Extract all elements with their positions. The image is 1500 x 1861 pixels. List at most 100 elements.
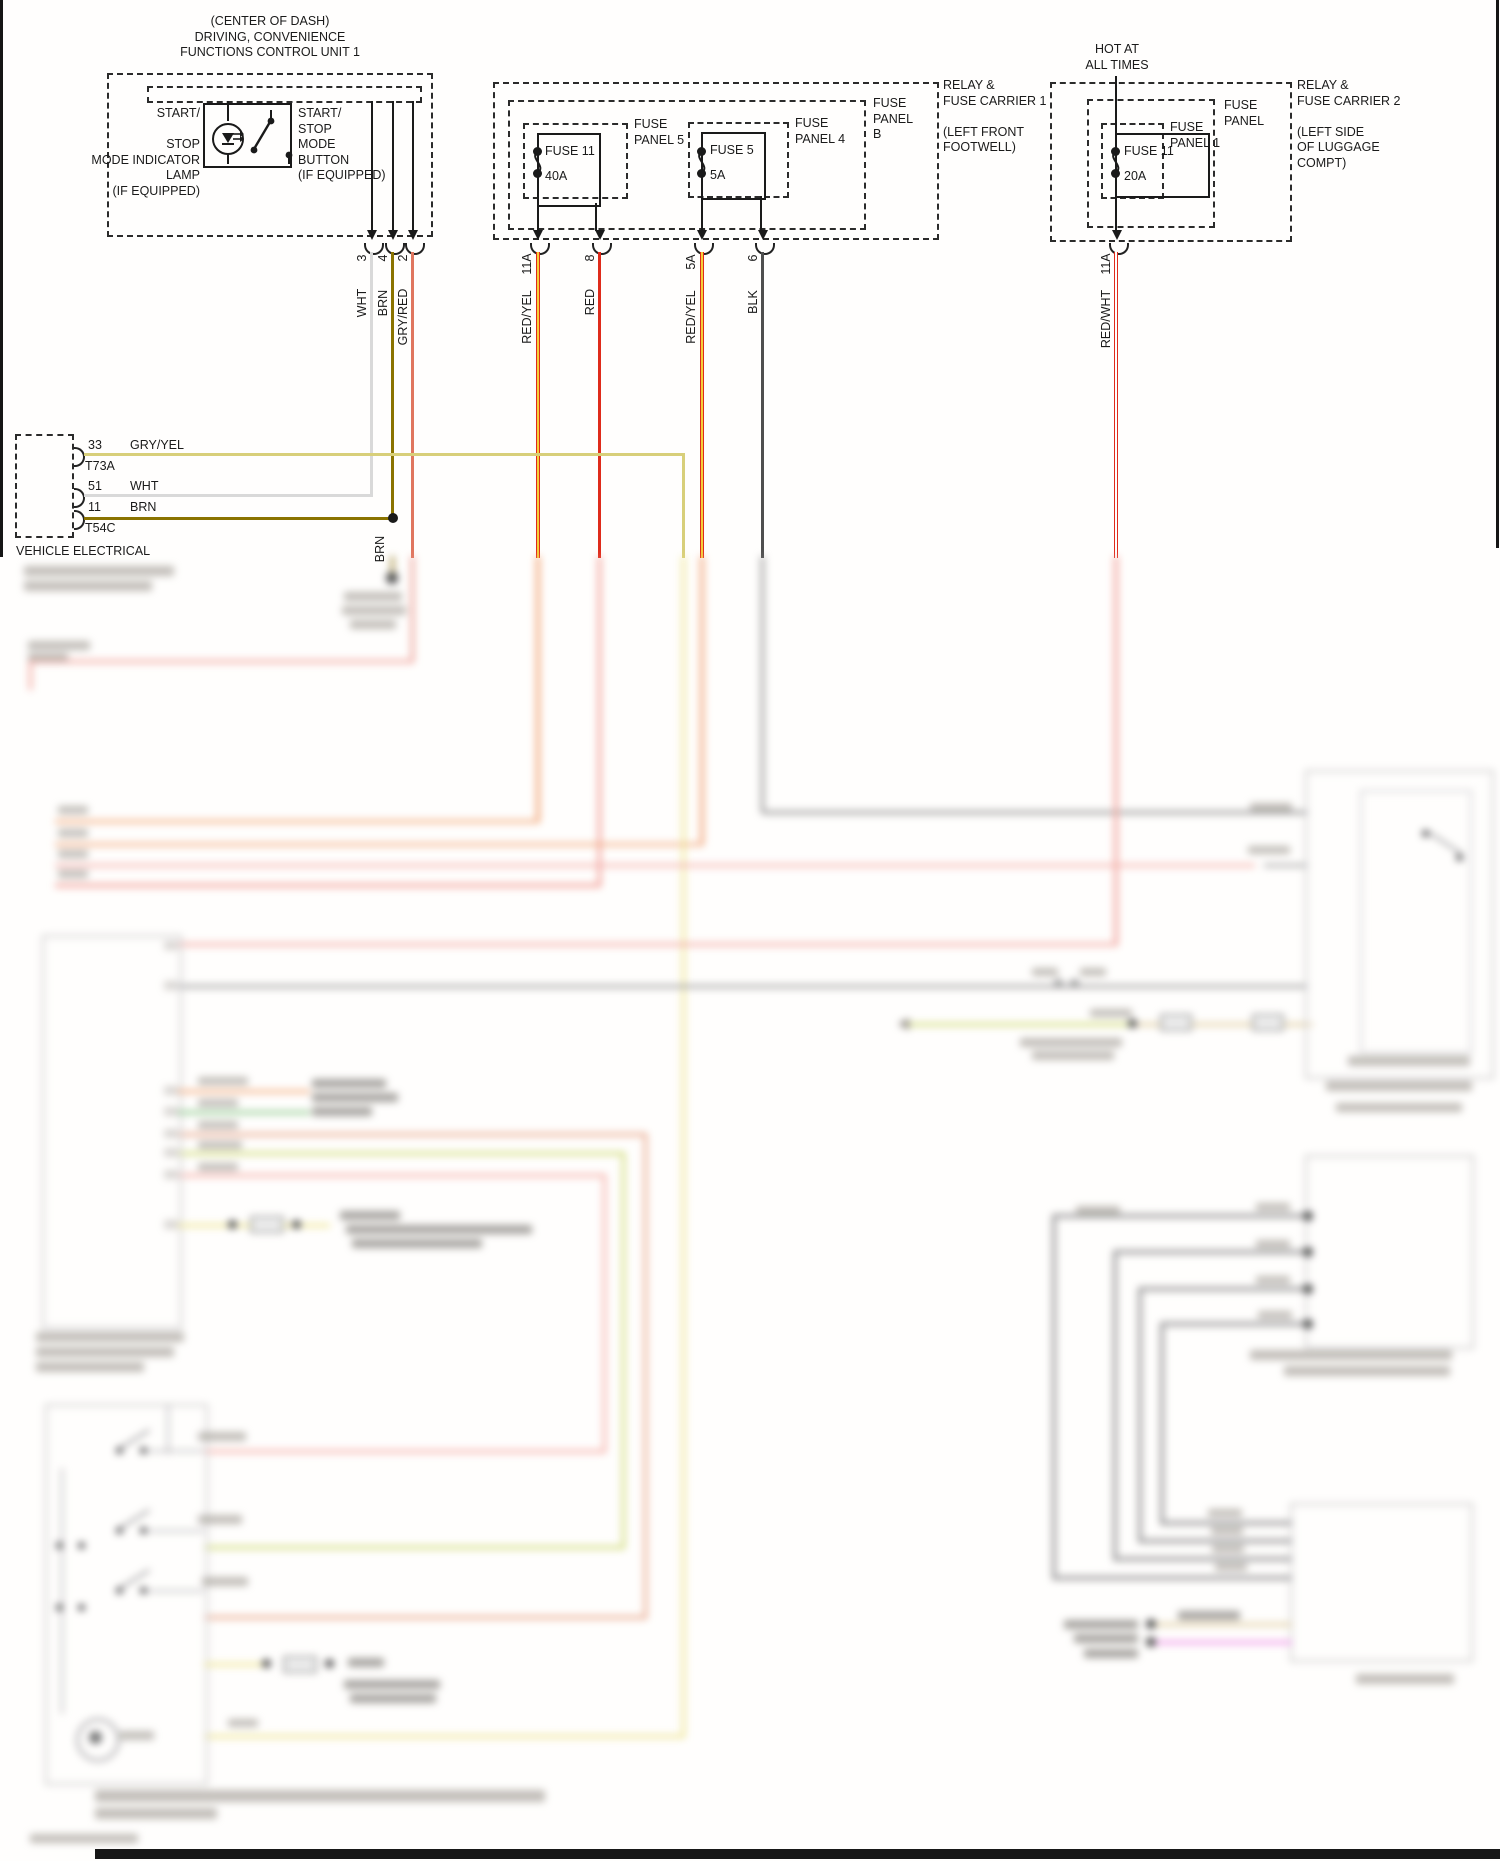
connector-arc-icon (1109, 243, 1129, 255)
blurred-text-line (1211, 1527, 1243, 1535)
fuse5-bottom-dot (697, 169, 706, 178)
blurred-text-line (1348, 1056, 1470, 1066)
blurred-connector (283, 1656, 317, 1673)
carrier1-label: RELAY & FUSE CARRIER 1 (LEFT FRONT FOOTW… (943, 78, 1047, 154)
fuse11b-element-icon (1112, 152, 1120, 174)
fuse11-bottom-dot (533, 169, 542, 178)
pin33-color: GRY/YEL (130, 438, 184, 452)
blurred-wire (178, 1152, 625, 1155)
blurred-text-line (95, 1790, 545, 1802)
junction-dot (388, 513, 398, 523)
blurred-text-line (1258, 1311, 1292, 1319)
blurred-wire (204, 1616, 647, 1619)
blurred-module-box (1305, 1155, 1474, 1349)
blurred-connector (1146, 1619, 1156, 1629)
blurred-text-line (58, 806, 88, 814)
fuse11b-box (1115, 133, 1210, 198)
component-box (203, 103, 292, 168)
blurred-pin (164, 1086, 178, 1095)
pin51-color: WHT (130, 479, 159, 493)
blurred-switch (116, 1447, 123, 1454)
blurred-text-line (312, 1093, 398, 1102)
blurred-wire (682, 556, 685, 1737)
blurred-switch (1422, 830, 1429, 837)
blurred-pin (164, 1129, 178, 1138)
blurred-wire (908, 1023, 1135, 1026)
blurred-wire (598, 556, 601, 887)
blurred-text-line (1212, 1545, 1244, 1553)
connector-arc-icon (592, 243, 612, 255)
blurred-module-box (42, 935, 182, 1329)
blurred-text-line (198, 1163, 238, 1171)
blurred-motor-icon (76, 1718, 120, 1762)
blurred-text-line (1356, 1674, 1454, 1684)
blurred-wire (536, 556, 540, 822)
blurred-pin-dot (1303, 1319, 1313, 1329)
blurred-connector (1128, 1019, 1137, 1028)
wire-blk-vertical (761, 252, 764, 558)
fuse11b-rating: 20A (1124, 169, 1147, 183)
power-feed-line (1115, 76, 1117, 133)
blurred-text-line (1076, 1206, 1120, 1214)
blurred-text-line (344, 592, 402, 601)
wire-red-yel-1-vertical (536, 252, 540, 558)
blurred-text-line (1336, 1103, 1462, 1112)
page-left-edge (0, 0, 3, 557)
page-right-edge (1496, 0, 1499, 548)
blurred-pin (164, 981, 178, 990)
fuse-panel-box (1087, 99, 1215, 228)
blurred-module-box (45, 1404, 208, 1785)
blurred-text-line (198, 1099, 238, 1107)
blurred-text-line (340, 1211, 400, 1220)
blurred-text-line (198, 1432, 246, 1441)
blurred-pin-dot (1303, 1211, 1313, 1221)
blurred-text-line (1178, 1611, 1240, 1620)
blurred-text-line (1256, 1203, 1290, 1211)
fuse5-out-left (701, 196, 703, 231)
fuse-panel1-box (1101, 123, 1164, 199)
blurred-contact (56, 1604, 63, 1611)
blurred-wire (1155, 1641, 1292, 1644)
blurred-module-box (1305, 770, 1494, 1079)
cu-wire-pin2 (412, 101, 414, 231)
blurred-wire (763, 811, 1308, 814)
control-unit-connector-strip (147, 86, 422, 103)
carrier2-label: RELAY & FUSE CARRIER 2 (LEFT SIDE OF LUG… (1297, 78, 1401, 170)
connector-tag-t73a: T73A (85, 459, 115, 473)
wire-wht-horizontal (84, 494, 373, 497)
fuse5-rating: 5A (710, 168, 726, 182)
blurred-connector (228, 1220, 237, 1229)
blurred-wire (178, 1174, 606, 1177)
control-unit-box (107, 73, 433, 237)
blurred-contact (78, 1542, 85, 1549)
blurred-text-line (202, 1577, 248, 1586)
blurred-wire (61, 1468, 63, 1714)
blurred-text-line (352, 1239, 482, 1248)
blurred-wire (1113, 1557, 1292, 1561)
blurred-connector (325, 1659, 334, 1668)
blurred-wire (603, 1174, 606, 1453)
blurred-text-line (1256, 1276, 1290, 1284)
blurred-wire (55, 864, 1255, 867)
carrier1-box (493, 82, 939, 240)
blurred-pin (164, 1170, 178, 1179)
arrow-down-icon (367, 230, 377, 240)
blurred-text-line (1074, 1634, 1138, 1643)
blurred-wire (55, 884, 601, 887)
blurred-connector (292, 1220, 301, 1229)
blurred-wire (178, 985, 1308, 988)
blurred-pin (164, 1220, 178, 1229)
blurred-wire (29, 660, 414, 663)
blurred-text-line (312, 1079, 386, 1088)
blurred-wire (148, 1450, 204, 1452)
blurred-switch (116, 1587, 123, 1594)
fuse11-top-dot (533, 147, 542, 156)
fuse-panel1-label: FUSE PANEL 1 (1170, 120, 1221, 150)
blurred-junction-dot (386, 572, 398, 584)
blurred-wire (644, 1133, 647, 1619)
blurred-text-line (198, 1515, 242, 1524)
blurred-switch (140, 1527, 147, 1534)
blurred-module-box (1290, 1503, 1473, 1662)
blurred-wire (391, 556, 394, 578)
fuse5-element-icon (698, 152, 706, 174)
